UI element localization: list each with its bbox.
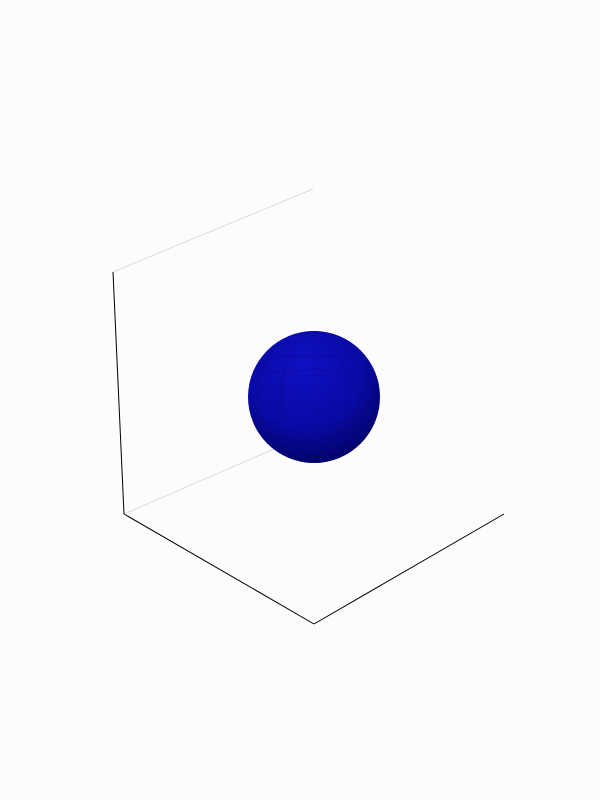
sphere-latitude-ring [256, 418, 372, 440]
sphere-latitude-ring [270, 436, 358, 453]
sphere-latitude-ring [249, 401, 379, 425]
sphere-latitude-ring [270, 341, 358, 358]
vertical-axis-line [112, 271, 125, 515]
back-top-axis-line [112, 188, 314, 273]
sphere-latitude-ring [248, 384, 380, 410]
sphere-longitude-arc [256, 331, 372, 463]
front-right-axis-line [313, 513, 505, 625]
front-left-axis-line [123, 513, 315, 625]
sphere-facets [248, 331, 380, 463]
sphere-latitude-ring [256, 354, 372, 376]
sphere-latitude-ring [249, 369, 379, 393]
sphere-body [248, 331, 380, 463]
sphere [248, 331, 380, 463]
sphere-longitude-arc [280, 331, 348, 463]
